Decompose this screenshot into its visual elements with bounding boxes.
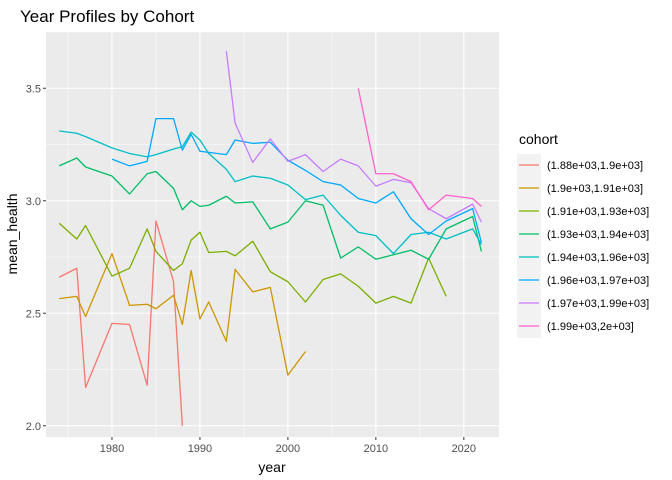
y-tick-label: 3.5 xyxy=(26,83,41,95)
x-tick-label: 2010 xyxy=(364,443,388,455)
legend-label: (1.88e+03,1.9e+03] xyxy=(547,160,643,172)
y-tick-label: 3.0 xyxy=(26,196,41,208)
legend-label: (1.93e+03,1.94e+03] xyxy=(547,229,649,241)
legend-label: (1.97e+03,1.99e+03] xyxy=(547,298,649,310)
legend-label: (1.9e+03,1.91e+03] xyxy=(547,183,643,195)
legend-label: (1.96e+03,1.97e+03] xyxy=(547,275,649,287)
series-line-5 xyxy=(59,130,482,255)
legend-label: (1.99e+03,2e+03] xyxy=(547,321,634,333)
legend-title: cohort xyxy=(519,131,558,147)
series-line-2 xyxy=(59,252,307,376)
x-tick-label: 2020 xyxy=(452,443,476,455)
chart-title: Year Profiles by Cohort xyxy=(20,7,194,26)
series-line-4 xyxy=(58,157,483,260)
plot-panel xyxy=(46,32,499,437)
x-tick-label: 2000 xyxy=(276,443,300,455)
series-lines xyxy=(58,51,483,426)
minor-grid xyxy=(46,31,499,437)
series-line-7 xyxy=(225,51,482,223)
series-line-6 xyxy=(111,117,483,243)
y-tick-label: 2.0 xyxy=(26,421,41,433)
x-tick-label: 1990 xyxy=(188,443,212,455)
series-line-1 xyxy=(58,220,183,426)
legend: cohort (1.88e+03,1.9e+03] (1.9e+03,1.91e+… xyxy=(517,131,649,338)
series-line-8 xyxy=(357,88,482,211)
legend-label: (1.91e+03,1.93e+03] xyxy=(547,206,649,218)
x-axis: 1980 1990 2000 2010 2020 xyxy=(100,437,476,455)
y-tick-label: 2.5 xyxy=(26,308,41,320)
x-axis-title: year xyxy=(258,459,286,475)
y-axis: 2.0 2.5 3.0 3.5 xyxy=(26,83,46,433)
series-line-3 xyxy=(58,222,447,304)
y-axis-title: mean_health xyxy=(4,194,20,275)
x-tick-label: 1980 xyxy=(100,443,124,455)
legend-label: (1.94e+03,1.96e+03] xyxy=(547,252,649,264)
major-grid xyxy=(46,32,499,437)
